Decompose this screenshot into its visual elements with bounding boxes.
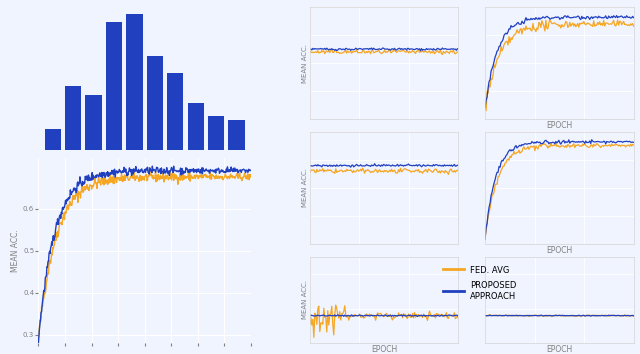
Bar bbox=[126, 14, 143, 150]
Bar bbox=[65, 86, 81, 150]
Bar bbox=[228, 120, 244, 150]
X-axis label: EPOCH: EPOCH bbox=[371, 345, 397, 354]
Bar bbox=[188, 103, 204, 150]
Y-axis label: MEAN ACC.: MEAN ACC. bbox=[303, 169, 308, 207]
Y-axis label: MEAN ACC.: MEAN ACC. bbox=[303, 44, 308, 83]
Bar bbox=[167, 73, 184, 150]
Y-axis label: MEAN ACC.: MEAN ACC. bbox=[12, 229, 20, 272]
Y-axis label: MEAN ACC.: MEAN ACC. bbox=[303, 280, 308, 320]
Bar bbox=[208, 116, 224, 150]
Bar bbox=[147, 56, 163, 150]
Bar bbox=[45, 129, 61, 150]
Bar bbox=[85, 95, 102, 150]
Legend: FED. AVG, PROPOSED
APPROACH: FED. AVG, PROPOSED APPROACH bbox=[440, 262, 520, 304]
X-axis label: EPOCH: EPOCH bbox=[546, 246, 572, 255]
X-axis label: EPOCH: EPOCH bbox=[546, 345, 572, 354]
X-axis label: EPOCH: EPOCH bbox=[546, 121, 572, 130]
Bar bbox=[106, 22, 122, 150]
